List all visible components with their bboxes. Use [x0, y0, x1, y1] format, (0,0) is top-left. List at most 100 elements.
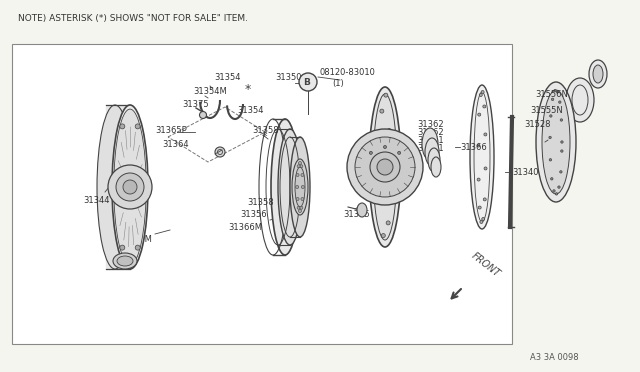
Text: B: B	[303, 77, 310, 87]
Text: 31358: 31358	[252, 125, 278, 135]
Circle shape	[549, 158, 552, 161]
Circle shape	[484, 167, 487, 170]
Ellipse shape	[113, 253, 137, 269]
Circle shape	[297, 206, 300, 209]
Circle shape	[300, 206, 303, 209]
Circle shape	[554, 90, 556, 92]
Circle shape	[296, 198, 299, 201]
Circle shape	[397, 151, 401, 154]
Circle shape	[481, 90, 484, 93]
Text: 31340: 31340	[512, 167, 538, 176]
Circle shape	[478, 206, 481, 209]
Circle shape	[301, 198, 304, 201]
Ellipse shape	[422, 128, 438, 160]
Ellipse shape	[290, 137, 310, 237]
Ellipse shape	[112, 105, 148, 269]
Circle shape	[301, 173, 304, 176]
Ellipse shape	[97, 105, 133, 269]
Ellipse shape	[425, 138, 439, 166]
Text: 31364: 31364	[162, 140, 189, 148]
Circle shape	[480, 221, 483, 224]
Ellipse shape	[542, 90, 570, 194]
Text: 31354: 31354	[214, 73, 241, 81]
Text: 31375: 31375	[343, 209, 370, 218]
Ellipse shape	[589, 60, 607, 88]
Text: 31375: 31375	[182, 99, 209, 109]
Circle shape	[561, 141, 563, 143]
Text: 31354: 31354	[237, 106, 264, 115]
Circle shape	[347, 129, 423, 205]
Ellipse shape	[373, 94, 397, 240]
Circle shape	[484, 133, 487, 136]
Circle shape	[477, 113, 481, 116]
Circle shape	[301, 186, 304, 189]
Circle shape	[378, 190, 382, 194]
Circle shape	[370, 152, 400, 182]
Circle shape	[550, 115, 552, 117]
Ellipse shape	[117, 256, 133, 266]
Circle shape	[559, 101, 561, 103]
Circle shape	[560, 119, 563, 121]
Circle shape	[355, 137, 415, 197]
Circle shape	[483, 198, 486, 201]
Text: 31366M: 31366M	[228, 222, 262, 231]
Text: 31528: 31528	[524, 119, 550, 128]
Ellipse shape	[278, 129, 302, 245]
Circle shape	[143, 185, 148, 189]
Circle shape	[215, 147, 225, 157]
Circle shape	[120, 245, 125, 250]
Circle shape	[120, 124, 125, 129]
Circle shape	[558, 186, 560, 188]
Text: 08120-83010: 08120-83010	[320, 67, 376, 77]
Circle shape	[552, 98, 554, 100]
Text: 31362: 31362	[417, 119, 444, 128]
Circle shape	[200, 112, 207, 119]
Circle shape	[553, 190, 555, 192]
Circle shape	[369, 151, 372, 154]
Text: (1): (1)	[332, 78, 344, 87]
Text: NOTE) ASTERISK (*) SHOWS "NOT FOR SALE" ITEM.: NOTE) ASTERISK (*) SHOWS "NOT FOR SALE" …	[18, 14, 248, 23]
Ellipse shape	[292, 159, 308, 215]
Text: 31555N: 31555N	[530, 106, 563, 115]
Circle shape	[108, 165, 152, 209]
Circle shape	[298, 209, 301, 212]
Circle shape	[556, 90, 559, 93]
Circle shape	[550, 177, 553, 180]
Circle shape	[123, 180, 137, 194]
Ellipse shape	[295, 167, 305, 207]
Circle shape	[479, 93, 483, 96]
Text: 31362M: 31362M	[118, 234, 152, 244]
Circle shape	[296, 186, 299, 189]
Circle shape	[482, 218, 484, 221]
Text: 31350: 31350	[275, 73, 301, 81]
Text: 31341: 31341	[118, 157, 145, 167]
Ellipse shape	[566, 78, 594, 122]
Circle shape	[549, 136, 551, 139]
Circle shape	[380, 109, 384, 113]
Ellipse shape	[114, 109, 146, 265]
Circle shape	[381, 234, 385, 238]
Text: 31365P: 31365P	[155, 125, 187, 135]
Circle shape	[377, 159, 393, 175]
Text: 31556N: 31556N	[535, 90, 568, 99]
Circle shape	[116, 173, 144, 201]
Text: *: *	[245, 83, 251, 96]
Text: 31344: 31344	[83, 196, 109, 205]
Ellipse shape	[536, 82, 576, 202]
Text: 31366: 31366	[460, 142, 487, 151]
Circle shape	[387, 128, 391, 132]
Circle shape	[384, 93, 388, 97]
Text: *: *	[262, 132, 268, 142]
Circle shape	[556, 193, 557, 195]
Circle shape	[300, 165, 303, 168]
Circle shape	[477, 144, 480, 147]
Circle shape	[483, 105, 486, 108]
Circle shape	[386, 221, 390, 225]
Circle shape	[477, 178, 480, 181]
Circle shape	[112, 185, 117, 189]
Circle shape	[559, 171, 562, 173]
Text: 31358: 31358	[247, 198, 274, 206]
Circle shape	[135, 124, 140, 129]
Ellipse shape	[271, 119, 299, 255]
Text: FRONT: FRONT	[470, 251, 502, 279]
